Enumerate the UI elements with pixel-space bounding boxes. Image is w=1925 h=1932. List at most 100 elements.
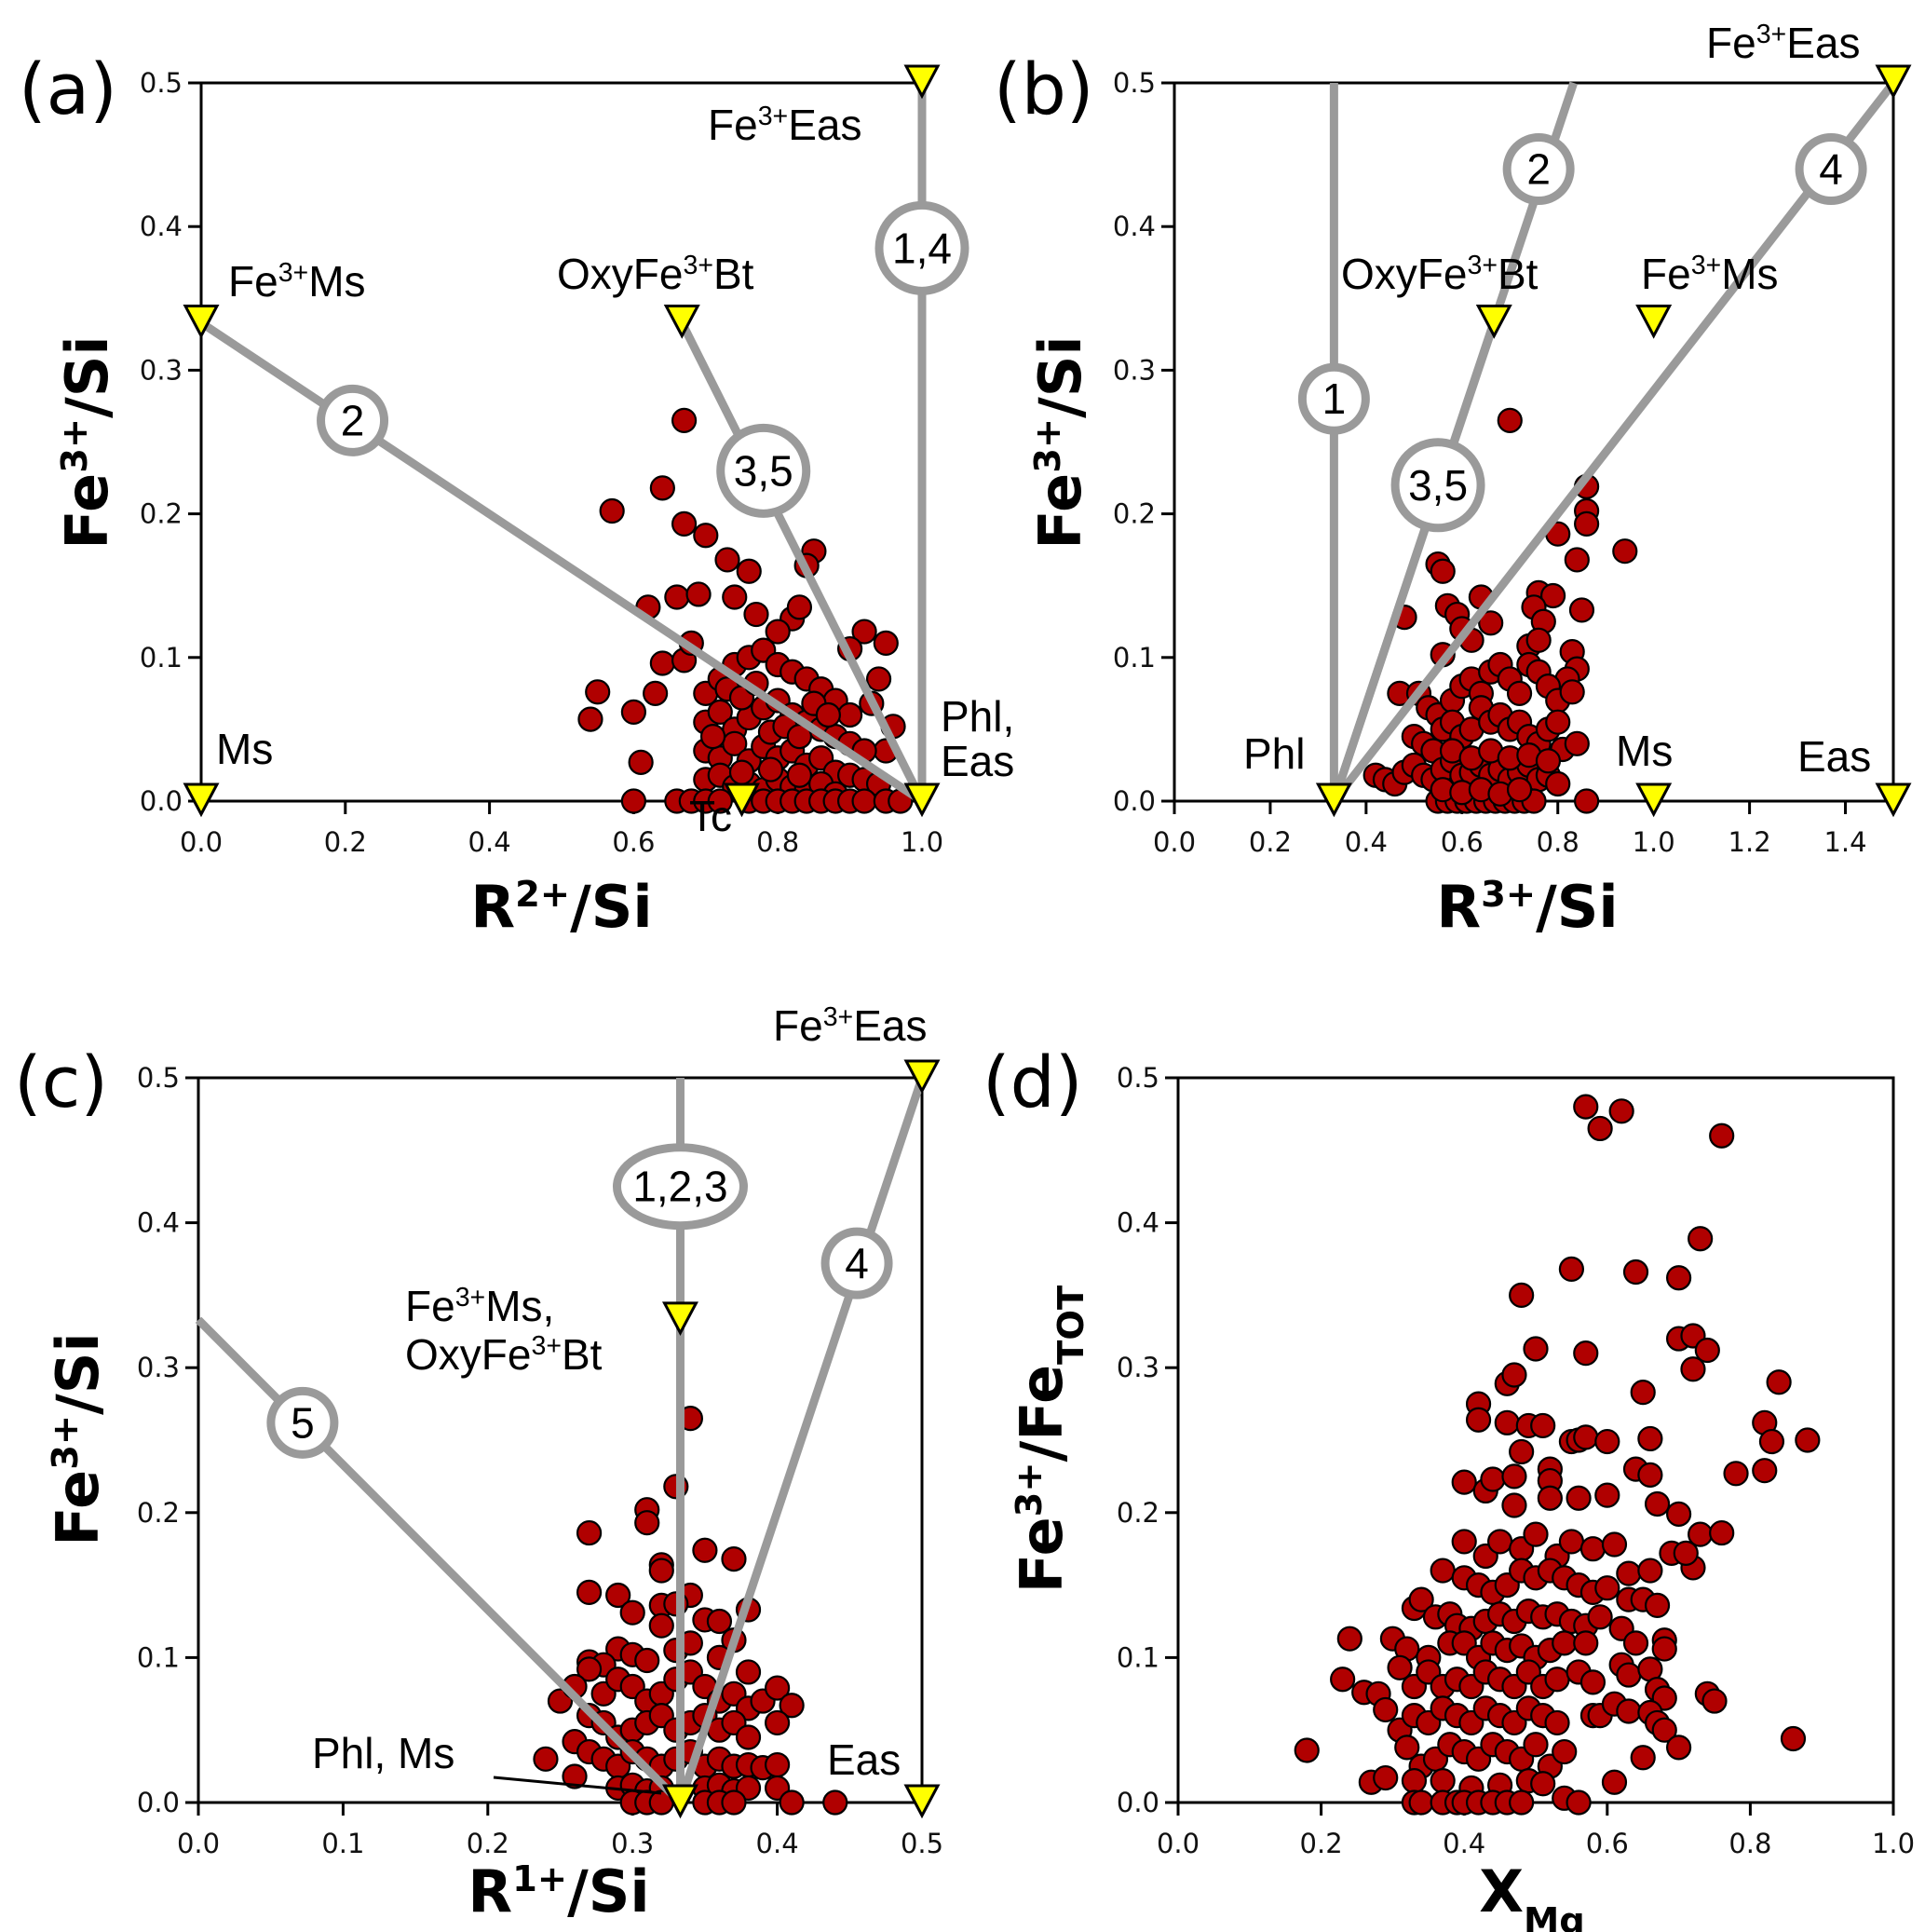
data-point: [585, 679, 611, 705]
x-tick-label: 0.2: [1300, 1828, 1343, 1859]
data-point: [1294, 1737, 1320, 1763]
data-points: [577, 407, 914, 814]
vector-label: 4: [1819, 145, 1843, 194]
endmember-label: Phl,: [941, 692, 1014, 741]
substitution-vector: [198, 319, 925, 805]
data-point: [1573, 1424, 1599, 1450]
data-point: [822, 1789, 848, 1816]
endmember-marker: [1875, 782, 1912, 818]
x-tick-label: 0.0: [180, 826, 223, 858]
vector-label-bubble: [1297, 362, 1370, 435]
panel-a: 0.0 0.1 0.2 0.3 0.4 0.5 0.0 0.2 0.4 0.6 0.8 1.0 (a) R…: [19, 48, 1014, 941]
data-point: [1330, 1667, 1356, 1693]
data-point: [1573, 1094, 1599, 1120]
data-point: [619, 1599, 645, 1626]
data-point: [1501, 1492, 1527, 1518]
y-tick-label: 0.0: [137, 1787, 180, 1818]
x-tick-label: 0.4: [1443, 1828, 1485, 1859]
data-point: [1525, 627, 1552, 653]
data-point: [1579, 1536, 1606, 1562]
data-point: [1709, 1519, 1735, 1546]
data-point: [735, 1724, 762, 1750]
data-point: [1430, 1558, 1456, 1584]
data-point: [1651, 1717, 1677, 1743]
data-point: [1579, 1669, 1606, 1695]
data-point: [706, 1608, 733, 1635]
x-tick-label: 0.5: [901, 1828, 943, 1859]
data-point: [786, 724, 813, 750]
data-point: [1594, 1575, 1620, 1601]
data-point: [1616, 1560, 1642, 1586]
data-point: [1539, 582, 1566, 609]
data-point: [1430, 1768, 1456, 1794]
data-point: [836, 701, 863, 728]
data-point: [1478, 610, 1504, 636]
data-point: [1680, 1356, 1706, 1382]
data-points: [1362, 407, 1638, 814]
data-point: [707, 699, 733, 725]
data-point: [664, 584, 690, 610]
vector-label-bubble: [317, 384, 389, 456]
plot-frame: [197, 1076, 924, 1804]
endmember-marker: [903, 64, 941, 100]
data-point: [764, 1675, 791, 1701]
data-point: [1394, 1735, 1420, 1761]
data-point: [757, 756, 784, 782]
y-tick-label: 0.3: [1113, 354, 1156, 386]
data-point: [648, 1558, 674, 1584]
vector-label: 3,5: [1408, 461, 1468, 510]
endmember-label: Fe3+Eas: [1706, 19, 1860, 67]
endmember-label: OxyFe3+Bt: [405, 1330, 603, 1379]
substitution-vector: [676, 1076, 927, 1804]
data-point: [576, 1579, 603, 1605]
data-point: [605, 1582, 631, 1609]
vector-label-bubble: [1390, 438, 1485, 533]
data-point: [1616, 1662, 1642, 1688]
x-tick-label: 1.4: [1823, 826, 1866, 858]
y-tick-label: 0.0: [140, 785, 183, 817]
y-tick-label: 0.5: [1117, 1062, 1159, 1094]
x-tick-label: 0.4: [1345, 826, 1388, 858]
data-point: [648, 1612, 674, 1639]
data-point: [671, 510, 698, 537]
data-point: [1644, 1490, 1671, 1517]
data-point: [1430, 558, 1456, 584]
data-point: [873, 630, 899, 656]
data-point: [1630, 1745, 1656, 1771]
data-point: [1616, 1698, 1642, 1724]
data-point: [671, 407, 698, 433]
data-point: [1564, 547, 1590, 573]
endmember-marker: [1635, 782, 1673, 818]
x-tick-label: 0.0: [1157, 1828, 1200, 1859]
data-point: [1480, 1466, 1506, 1492]
endmember-label: OxyFe3+Bt: [557, 250, 754, 298]
data-point: [634, 1510, 660, 1536]
data-point: [1601, 1531, 1628, 1558]
data-point: [721, 1789, 747, 1816]
data-point: [1780, 1725, 1807, 1752]
data-point: [786, 762, 813, 788]
vector-label-bubble: [1502, 133, 1575, 206]
data-point: [1622, 1259, 1649, 1286]
vector-label-bubble: [716, 423, 811, 518]
y-tick-label: 0.2: [140, 498, 183, 530]
data-point: [1601, 1769, 1628, 1795]
data-point: [1752, 1458, 1778, 1484]
x-tick-label: 0.3: [611, 1828, 654, 1859]
data-point: [1530, 1412, 1556, 1439]
vector-label: 2: [1526, 145, 1551, 194]
data-point: [1688, 1226, 1714, 1252]
x-tick-label: 0.2: [1249, 826, 1292, 858]
data-point: [1486, 1529, 1513, 1555]
data-point: [1574, 788, 1600, 814]
vector-label-bubble: [612, 1143, 748, 1231]
endmember-marker: [903, 782, 941, 818]
data-point: [764, 1751, 791, 1778]
data-point: [685, 581, 712, 607]
endmember-marker: [903, 1059, 941, 1095]
data-point: [1558, 1256, 1585, 1282]
endmember-label: Fe3+Ms: [1641, 250, 1779, 298]
vector-label: 4: [845, 1239, 869, 1287]
data-points: [1294, 1094, 1821, 1816]
data-point: [1506, 680, 1533, 706]
